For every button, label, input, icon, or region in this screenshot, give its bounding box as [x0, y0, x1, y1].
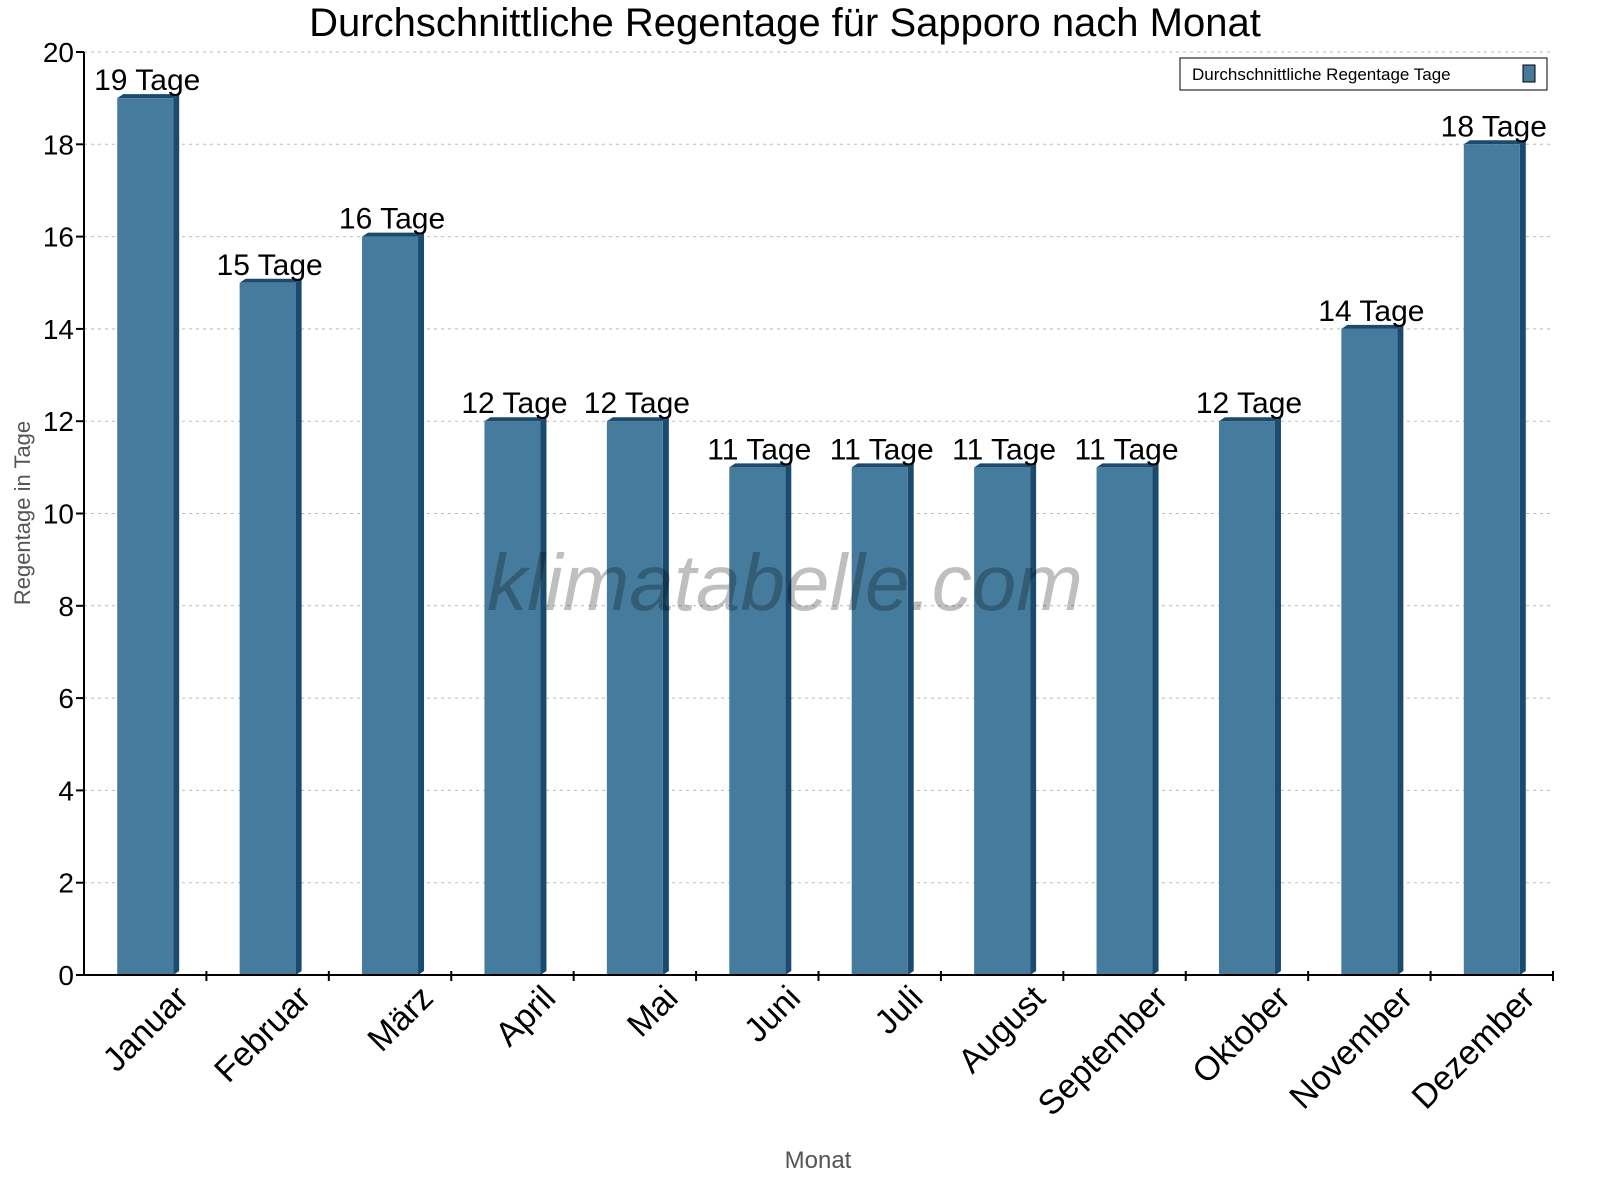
data-label: 11 Tage	[830, 433, 934, 466]
x-tick-label: Januar	[95, 979, 195, 1079]
bar	[1341, 328, 1398, 975]
x-tick-label: Dezember	[1405, 979, 1543, 1117]
y-axis-label: Regentage in Tage	[10, 421, 35, 605]
bar-side	[418, 232, 425, 976]
y-tick-label: 10	[43, 499, 74, 530]
data-label: 19 Tage	[94, 64, 200, 97]
bar	[1463, 144, 1520, 976]
legend: Durchschnittliche Regentage Tage	[1179, 57, 1548, 91]
x-tick-label: November	[1282, 979, 1420, 1117]
legend-label: Durchschnittliche Regentage Tage	[1192, 65, 1451, 84]
y-tick-label: 14	[43, 314, 74, 345]
bar	[1096, 467, 1153, 975]
bar-side	[295, 278, 302, 975]
x-tick-label: Juli	[867, 979, 930, 1042]
data-label: 14 Tage	[1318, 295, 1424, 328]
bar	[851, 467, 908, 975]
bar-side	[1397, 324, 1404, 975]
bar-top	[484, 417, 547, 422]
data-label: 12 Tage	[584, 387, 690, 420]
y-tick-label: 18	[43, 129, 74, 160]
x-tick-label: März	[360, 979, 440, 1059]
bar-top	[1096, 463, 1159, 468]
y-tick-label: 8	[58, 591, 74, 622]
bar-side	[540, 417, 547, 975]
bar	[239, 282, 296, 975]
bar-side	[173, 94, 180, 975]
bar-side	[1519, 140, 1526, 976]
bar-side	[1274, 417, 1281, 975]
bar	[117, 98, 174, 975]
x-tick-label: August	[951, 978, 1053, 1080]
bar	[362, 236, 419, 976]
y-tick-label: 12	[43, 406, 74, 437]
bar-top	[117, 94, 180, 99]
y-tick-label: 6	[58, 683, 74, 714]
data-labels: 19 Tage 15 Tage 16 Tage 12 Tage 12 Tage 11 Ta…	[94, 64, 1547, 466]
data-label: 18 Tage	[1441, 110, 1547, 143]
x-tick-label: Juni	[737, 979, 808, 1050]
bar-top	[729, 463, 792, 468]
y-tick-label: 0	[58, 960, 74, 991]
data-label: 16 Tage	[339, 203, 445, 236]
data-label: 11 Tage	[707, 433, 811, 466]
data-label: 11 Tage	[1075, 433, 1179, 466]
gridlines	[84, 51, 1553, 884]
bars	[117, 94, 1526, 976]
x-axis-label: Monat	[785, 1147, 852, 1174]
bar	[974, 467, 1031, 975]
bar-top	[974, 463, 1037, 468]
bar-top	[239, 278, 302, 283]
data-label: 12 Tage	[461, 387, 567, 420]
bar-top	[362, 232, 425, 237]
bar-side	[662, 417, 669, 975]
y-tick-label: 4	[58, 775, 74, 806]
x-tick-label: Mai	[620, 979, 686, 1045]
x-tick-label: April	[488, 979, 563, 1054]
legend-swatch	[1522, 64, 1536, 83]
data-label: 12 Tage	[1196, 387, 1302, 420]
y-tick-label: 20	[43, 37, 74, 68]
bar-top	[851, 463, 914, 468]
bar	[729, 467, 786, 975]
y-tick-label: 16	[43, 222, 74, 253]
bar	[1218, 421, 1275, 975]
y-tick-label: 2	[58, 868, 74, 899]
bar	[484, 421, 541, 975]
data-label: 15 Tage	[217, 249, 323, 282]
bar	[606, 421, 663, 975]
bar-side	[1030, 463, 1037, 975]
x-tick-label: September	[1031, 979, 1175, 1123]
x-tick-label: Februar	[207, 979, 318, 1090]
chart-title: Durchschnittliche Regentage für Sapporo …	[309, 1, 1261, 45]
bar-side	[907, 463, 914, 975]
bar-top	[606, 417, 669, 422]
bar-top	[1463, 140, 1526, 145]
x-tick-label: Oktober	[1185, 979, 1297, 1091]
bar-side	[785, 463, 792, 975]
bar-side	[1152, 463, 1159, 975]
bar-top	[1341, 324, 1404, 329]
bar-top	[1218, 417, 1281, 422]
data-label: 11 Tage	[952, 433, 1056, 466]
watermark: klimatabelle.com	[487, 538, 1083, 627]
